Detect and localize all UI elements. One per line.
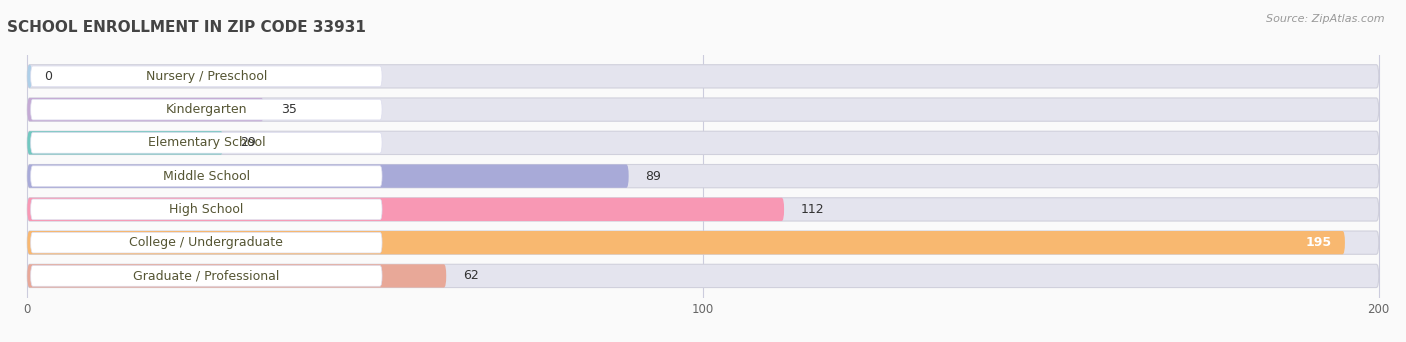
FancyBboxPatch shape: [27, 98, 1379, 121]
Text: Source: ZipAtlas.com: Source: ZipAtlas.com: [1267, 14, 1385, 24]
FancyBboxPatch shape: [27, 98, 264, 121]
Text: College / Undergraduate: College / Undergraduate: [129, 236, 283, 249]
FancyBboxPatch shape: [31, 266, 382, 286]
FancyBboxPatch shape: [27, 131, 224, 155]
FancyBboxPatch shape: [27, 198, 785, 221]
Text: 62: 62: [463, 269, 479, 282]
FancyBboxPatch shape: [31, 99, 382, 120]
Text: Kindergarten: Kindergarten: [166, 103, 247, 116]
FancyBboxPatch shape: [27, 131, 1379, 155]
FancyBboxPatch shape: [31, 232, 382, 253]
FancyBboxPatch shape: [27, 264, 1379, 288]
Text: 89: 89: [645, 170, 661, 183]
Text: 35: 35: [281, 103, 297, 116]
FancyBboxPatch shape: [27, 231, 1346, 254]
FancyBboxPatch shape: [27, 198, 1379, 221]
Text: Nursery / Preschool: Nursery / Preschool: [146, 70, 267, 83]
FancyBboxPatch shape: [31, 166, 382, 186]
Text: High School: High School: [169, 203, 243, 216]
Text: 29: 29: [240, 136, 256, 149]
Text: 112: 112: [801, 203, 824, 216]
Text: 0: 0: [44, 70, 52, 83]
Text: Graduate / Professional: Graduate / Professional: [134, 269, 280, 282]
FancyBboxPatch shape: [27, 264, 446, 288]
FancyBboxPatch shape: [31, 199, 382, 220]
FancyBboxPatch shape: [27, 65, 1379, 88]
Text: Elementary School: Elementary School: [148, 136, 266, 149]
FancyBboxPatch shape: [27, 165, 1379, 188]
FancyBboxPatch shape: [27, 231, 1379, 254]
FancyBboxPatch shape: [31, 66, 382, 87]
FancyBboxPatch shape: [27, 65, 32, 88]
FancyBboxPatch shape: [31, 133, 382, 153]
Text: SCHOOL ENROLLMENT IN ZIP CODE 33931: SCHOOL ENROLLMENT IN ZIP CODE 33931: [7, 20, 366, 35]
Text: 195: 195: [1305, 236, 1331, 249]
Text: Middle School: Middle School: [163, 170, 250, 183]
FancyBboxPatch shape: [27, 165, 628, 188]
